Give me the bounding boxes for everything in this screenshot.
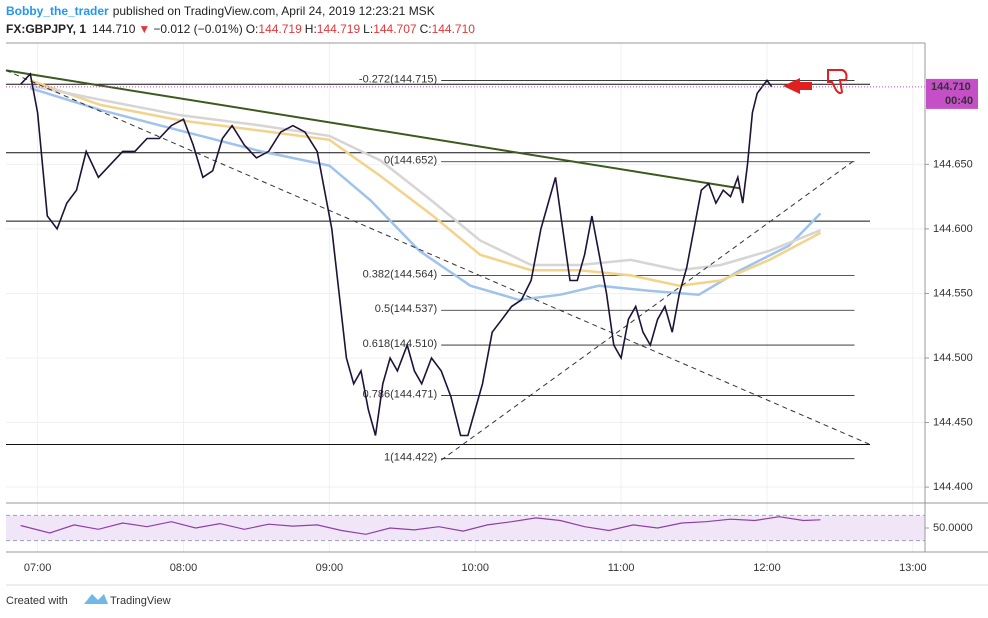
last: 144.710 (92, 22, 136, 36)
fib-label: 0.618(144.510) (363, 338, 438, 350)
x-tick-label: 11:00 (608, 562, 635, 574)
x-tick-label: 09:00 (316, 562, 344, 574)
fib-label: 0(144.652) (384, 155, 437, 167)
tv-logo (84, 594, 108, 604)
low-label: L: (363, 22, 373, 36)
rsi-line (20, 516, 821, 535)
y-tick-label: 144.600 (933, 223, 973, 235)
price-tag (926, 78, 978, 109)
fib-label: 1(144.422) (384, 452, 437, 464)
footer: Created with (6, 595, 68, 607)
quote-line: FX:GBPJPY, 1 144.710 ▼ −0.012 (−0.01%) O:144… (6, 22, 475, 36)
x-tick-label: 13:00 (899, 562, 927, 574)
high: 144.719 (317, 22, 361, 36)
close-label: C: (420, 22, 432, 36)
rsi-tick-label: 50.0000 (933, 522, 973, 534)
brand[interactable]: TradingView (110, 595, 171, 607)
y-tick-label: 144.500 (933, 352, 973, 364)
author[interactable]: Bobby_the_trader (6, 4, 109, 18)
moving-average (29, 79, 822, 287)
thumbs-down (827, 69, 848, 95)
fib-label: 0.382(144.564) (363, 268, 438, 280)
y-tick-label: 144.550 (933, 287, 973, 299)
fib-label: 0.786(144.471) (363, 388, 438, 400)
fib-label: 0.5(144.537) (375, 303, 437, 315)
fib-label: -0.272(144.715) (359, 73, 437, 85)
trendline (5, 69, 741, 190)
rsi-band (6, 515, 925, 541)
price-tag-countdown: 00:40 (945, 95, 973, 107)
y-tick-label: 144.450 (933, 416, 973, 428)
close: 144.710 (432, 22, 476, 36)
symbol: FX:GBPJPY, 1 (6, 22, 86, 36)
x-tick-label: 08:00 (170, 562, 198, 574)
high-label: H: (305, 22, 317, 36)
trendline (440, 159, 855, 461)
direction: ▼ (138, 22, 150, 36)
created-with: Created with (6, 595, 68, 607)
price-tag-label: 144.710 (931, 81, 971, 93)
x-tick-label: 12:00 (753, 562, 781, 574)
y-tick-label: 144.650 (933, 158, 973, 170)
price-line (20, 72, 773, 437)
sell-signal (783, 69, 848, 95)
x-tick-label: 07:00 (24, 562, 52, 574)
header: Bobby_the_trader published on TradingView… (6, 4, 435, 18)
trendline (5, 69, 870, 445)
published: published on TradingView.com, April 24, … (113, 4, 435, 18)
plot-area: -0.272(144.715) 0(144.652) 0.382(144.564) 0… (5, 43, 925, 552)
red-arrow (783, 78, 812, 94)
y-tick-label: 144.400 (933, 481, 973, 493)
open: 144.719 (258, 22, 302, 36)
x-tick-label: 10:00 (461, 562, 489, 574)
change: −0.012 (−0.01%) (153, 22, 242, 36)
open-label: O: (246, 22, 259, 36)
low: 144.707 (373, 22, 417, 36)
